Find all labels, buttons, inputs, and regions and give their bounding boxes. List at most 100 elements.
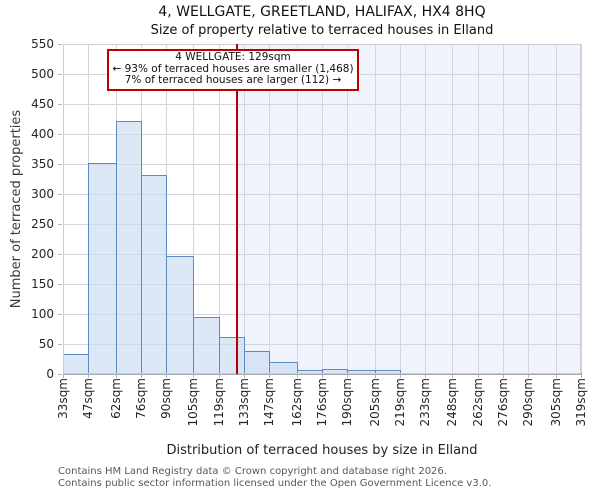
x-tick-label: 305sqm <box>548 378 563 427</box>
x-tick-label: 62sqm <box>108 378 123 419</box>
gridline-vertical <box>452 44 454 374</box>
histogram-bar <box>63 353 90 374</box>
y-tick-mark <box>58 224 62 225</box>
histogram-bar <box>115 121 142 374</box>
x-tick-mark <box>88 374 90 378</box>
gridline-vertical <box>425 44 427 374</box>
y-tick-label: 450 <box>31 97 54 111</box>
x-tick-mark <box>528 374 530 378</box>
x-tick-mark <box>322 374 323 378</box>
x-tick-mark <box>347 374 349 378</box>
x-tick-mark <box>452 374 454 378</box>
x-tick-mark <box>399 374 401 378</box>
x-tick-mark <box>63 374 64 378</box>
y-tick-mark <box>58 44 62 45</box>
footer: Contains HM Land Registry data © Crown c… <box>58 466 491 489</box>
annotation-box: 4 WELLGATE: 129sqm ← 93% of terraced hou… <box>107 49 359 91</box>
x-tick-label: 105sqm <box>186 378 201 427</box>
histogram-bar <box>374 369 401 374</box>
histogram-bar <box>244 351 271 374</box>
y-tick-label: 50 <box>38 337 54 351</box>
y-tick-mark <box>58 194 62 195</box>
x-tick-label: 262sqm <box>470 378 485 427</box>
x-tick-mark <box>244 374 246 378</box>
x-tick-label: 176sqm <box>315 378 329 427</box>
y-tick-label: 300 <box>31 187 54 201</box>
x-tick-mark <box>477 374 479 378</box>
x-tick-mark <box>115 374 117 378</box>
annotation-smaller-stat: ← 93% of terraced houses are smaller (1,… <box>112 62 354 75</box>
gridline-vertical <box>477 44 479 374</box>
x-tick-label: 162sqm <box>289 378 304 427</box>
gridline-vertical <box>374 44 376 374</box>
x-tick-label: 233sqm <box>418 378 433 427</box>
y-tick-mark <box>58 314 62 315</box>
x-tick-label: 319sqm <box>574 378 588 427</box>
x-tick-mark <box>555 374 557 378</box>
y-tick-label: 550 <box>31 37 54 51</box>
y-tick-label: 350 <box>31 157 54 171</box>
x-axis-label: Distribution of terraced houses by size … <box>166 443 478 458</box>
x-tick-mark <box>425 374 427 378</box>
y-tick-label: 0 <box>46 367 54 381</box>
x-tick-label: 90sqm <box>159 378 174 419</box>
footer-attribution-line-1: Contains HM Land Registry data © Crown c… <box>58 466 447 477</box>
x-tick-label: 33sqm <box>56 378 70 419</box>
chart-subtitle: Size of property relative to terraced ho… <box>150 23 494 38</box>
gridline-vertical <box>528 44 530 374</box>
histogram-bar <box>269 362 298 374</box>
gridline-vertical <box>193 44 195 374</box>
y-tick-label: 200 <box>31 247 54 261</box>
gridline-vertical <box>244 44 246 374</box>
x-tick-mark <box>581 374 582 378</box>
property-size-marker-line <box>236 44 239 374</box>
x-tick-label: 47sqm <box>81 378 96 419</box>
y-tick-label: 100 <box>31 307 54 321</box>
histogram-bar <box>88 162 117 374</box>
x-tick-label: 205sqm <box>367 378 382 427</box>
x-tick-mark <box>218 374 220 378</box>
x-tick-label: 290sqm <box>521 378 536 427</box>
x-tick-label: 147sqm <box>262 378 277 427</box>
y-tick-label: 500 <box>31 67 54 81</box>
x-tick-label: 133sqm <box>237 378 252 427</box>
x-tick-label: 76sqm <box>133 378 148 419</box>
gridline-vertical <box>399 44 401 374</box>
histogram-bar <box>166 256 195 374</box>
gridline-vertical <box>322 44 323 374</box>
y-tick-mark <box>58 164 62 165</box>
x-tick-mark <box>140 374 142 378</box>
x-tick-mark <box>296 374 298 378</box>
y-tick-mark <box>58 284 62 285</box>
x-tick-label: 219sqm <box>392 378 407 427</box>
y-tick-label: 250 <box>31 217 54 231</box>
y-tick-mark <box>58 104 62 105</box>
histogram-bar <box>193 317 220 374</box>
annotation-property-size: 4 WELLGATE: 129sqm <box>175 51 291 63</box>
y-tick-mark <box>58 344 62 345</box>
gridline-vertical <box>581 44 582 374</box>
annotation-larger-stat: 7% of terraced houses are larger (112) → <box>124 74 342 86</box>
x-tick-mark <box>503 374 505 378</box>
gridline-vertical <box>63 44 64 374</box>
y-tick-mark <box>58 374 62 375</box>
gridline-vertical <box>296 44 298 374</box>
x-tick-label: 248sqm <box>445 378 460 427</box>
y-tick-mark <box>58 74 62 75</box>
y-tick-label: 150 <box>31 277 54 291</box>
x-axis-spine <box>63 374 582 375</box>
y-tick-mark <box>58 134 62 135</box>
histogram-bar <box>218 337 246 374</box>
gridline-vertical <box>218 44 220 374</box>
larger-than-property-shade <box>236 44 581 374</box>
chart-title: 4, WELLGATE, GREETLAND, HALIFAX, HX4 8HQ <box>158 4 486 20</box>
histogram-bar <box>140 175 168 374</box>
y-tick-label: 400 <box>31 127 54 141</box>
x-tick-mark <box>374 374 376 378</box>
gridline-vertical <box>503 44 505 374</box>
y-tick-mark <box>58 254 62 255</box>
gridline-vertical <box>347 44 349 374</box>
x-tick-mark <box>269 374 271 378</box>
